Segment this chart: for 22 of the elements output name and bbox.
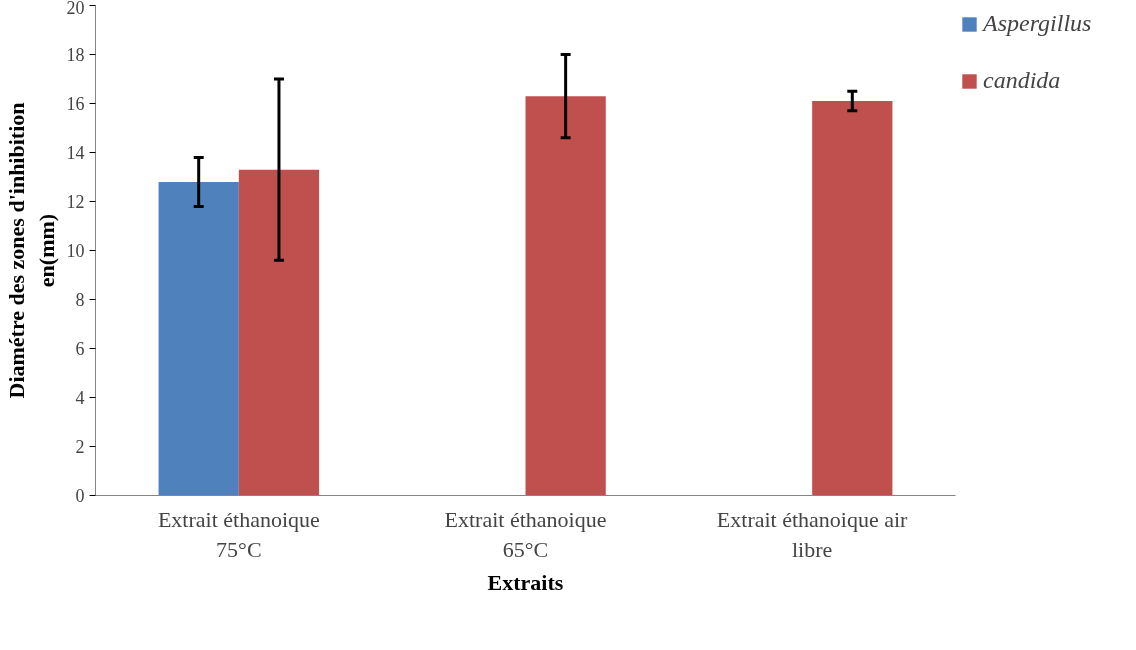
bar [158, 181, 239, 496]
bar [238, 169, 320, 496]
y-tick-label: 2 [75, 437, 85, 457]
y-tick-label: 16 [66, 94, 85, 114]
x-tick-label: Extrait éthanoique 65°C [444, 506, 607, 562]
y-tick-label: 12 [66, 192, 85, 212]
bar [812, 101, 893, 496]
y-tick-label: 10 [66, 241, 85, 261]
y-tick-label: 18 [66, 45, 85, 65]
y-tick-label: 0 [75, 486, 85, 506]
legend-label: candida [983, 67, 1062, 94]
x-tick-label: Extrait éthanoique 75°C [157, 506, 320, 562]
bar [525, 96, 606, 496]
legend-label: Aspergillus [983, 10, 1093, 37]
x-axis-title: Extraits [487, 569, 564, 595]
y-tick-label: 6 [75, 339, 85, 359]
x-tick-label: Extrait éthanoique air libre [716, 506, 909, 562]
y-tick-label: 20 [66, 0, 85, 18]
y-axis-title: Diamétre des zones d'inhibition en(mm) [3, 102, 59, 399]
y-tick-label: 14 [66, 143, 85, 163]
y-tick-label: 4 [75, 388, 85, 408]
y-tick-label: 8 [75, 290, 85, 310]
